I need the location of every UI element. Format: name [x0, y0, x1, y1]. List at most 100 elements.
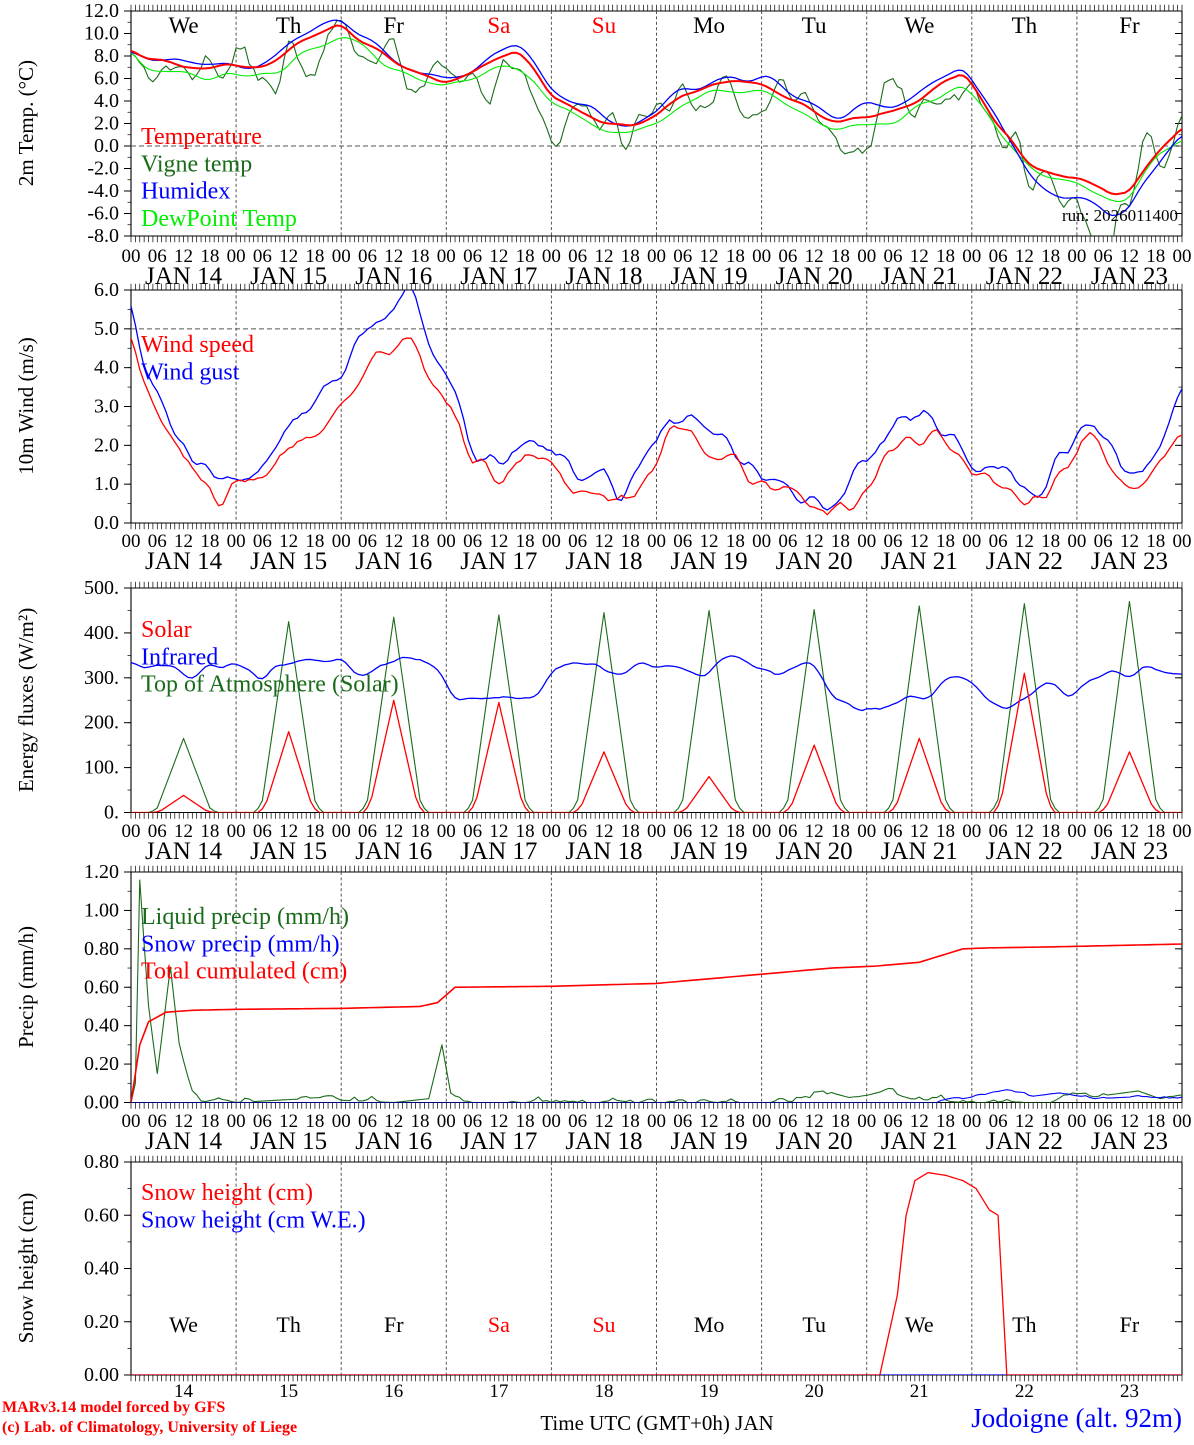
svg-text:JAN 20: JAN 20: [776, 1128, 853, 1155]
svg-text:00: 00: [1173, 1111, 1192, 1132]
svg-text:Snow height (cm W.E.): Snow height (cm W.E.): [141, 1207, 366, 1233]
svg-text:00: 00: [752, 1111, 771, 1132]
svg-text:0.40: 0.40: [84, 1015, 119, 1037]
svg-text:1.0: 1.0: [94, 473, 119, 495]
svg-text:22: 22: [1015, 1381, 1034, 1402]
svg-text:JAN 20: JAN 20: [776, 548, 853, 575]
svg-text:1.20: 1.20: [84, 861, 119, 883]
svg-text:-4.0: -4.0: [87, 180, 119, 202]
svg-text:00: 00: [1067, 246, 1086, 267]
svg-text:4.0: 4.0: [94, 90, 119, 112]
svg-text:8.0: 8.0: [94, 45, 119, 67]
svg-text:00: 00: [542, 531, 561, 552]
svg-text:1.00: 1.00: [84, 899, 119, 921]
svg-text:JAN 16: JAN 16: [355, 263, 432, 290]
svg-text:Sa: Sa: [488, 1312, 510, 1337]
svg-text:JAN 16: JAN 16: [355, 1128, 432, 1155]
svg-text:15: 15: [279, 1381, 298, 1402]
svg-text:Jodoigne (alt. 92m): Jodoigne (alt. 92m): [971, 1403, 1182, 1433]
svg-text:12.0: 12.0: [84, 0, 119, 22]
svg-text:00: 00: [332, 246, 351, 267]
svg-text:JAN 23: JAN 23: [1091, 838, 1168, 865]
svg-text:5.0: 5.0: [94, 318, 119, 340]
svg-text:JAN 21: JAN 21: [881, 838, 958, 865]
svg-text:JAN 14: JAN 14: [145, 548, 223, 575]
svg-text:21: 21: [910, 1381, 929, 1402]
svg-text:0.60: 0.60: [84, 976, 119, 998]
svg-text:00: 00: [752, 531, 771, 552]
svg-text:20: 20: [805, 1381, 824, 1402]
svg-text:10.0: 10.0: [84, 23, 119, 45]
svg-text:00: 00: [962, 821, 981, 842]
svg-text:We: We: [905, 1312, 934, 1337]
svg-text:00: 00: [1173, 531, 1192, 552]
svg-text:3.0: 3.0: [94, 396, 119, 418]
svg-text:Th: Th: [276, 13, 302, 38]
svg-text:JAN 23: JAN 23: [1091, 263, 1168, 290]
svg-text:Fr: Fr: [384, 1312, 404, 1337]
svg-text:00: 00: [647, 1111, 666, 1132]
svg-text:00: 00: [227, 246, 246, 267]
svg-text:JAN 15: JAN 15: [250, 548, 327, 575]
svg-text:We: We: [904, 13, 934, 38]
svg-text:JAN 18: JAN 18: [565, 1128, 642, 1155]
svg-text:00: 00: [437, 246, 456, 267]
svg-text:JAN 20: JAN 20: [776, 263, 853, 290]
svg-text:Liquid precip (mm/h): Liquid precip (mm/h): [141, 904, 349, 930]
svg-text:JAN 15: JAN 15: [250, 1128, 327, 1155]
svg-text:00: 00: [542, 1111, 561, 1132]
svg-text:00: 00: [752, 821, 771, 842]
svg-text:00: 00: [962, 246, 981, 267]
svg-text:0.20: 0.20: [84, 1053, 119, 1075]
svg-text:00: 00: [647, 246, 666, 267]
svg-text:JAN 23: JAN 23: [1091, 548, 1168, 575]
svg-text:0.00: 0.00: [84, 1364, 119, 1386]
svg-text:00: 00: [227, 821, 246, 842]
svg-text:00: 00: [437, 1111, 456, 1132]
svg-text:DewPoint Temp: DewPoint Temp: [141, 206, 297, 232]
svg-text:Top of Atmosphere (Solar): Top of Atmosphere (Solar): [141, 672, 399, 698]
svg-text:JAN 18: JAN 18: [565, 263, 642, 290]
svg-text:0.60: 0.60: [84, 1204, 119, 1226]
svg-text:-2.0: -2.0: [87, 158, 119, 180]
svg-text:00: 00: [542, 246, 561, 267]
svg-text:JAN 22: JAN 22: [986, 1128, 1063, 1155]
svg-text:JAN 23: JAN 23: [1091, 1128, 1168, 1155]
svg-text:Th: Th: [276, 1312, 300, 1337]
svg-text:00: 00: [962, 1111, 981, 1132]
svg-text:JAN 21: JAN 21: [881, 263, 958, 290]
svg-text:Snow height (cm): Snow height (cm): [141, 1180, 313, 1206]
svg-text:500.: 500.: [84, 577, 119, 599]
svg-text:00: 00: [227, 1111, 246, 1132]
svg-text:18: 18: [594, 1381, 613, 1402]
svg-text:JAN 21: JAN 21: [881, 548, 958, 575]
svg-text:100.: 100.: [84, 757, 119, 779]
svg-text:Humidex: Humidex: [141, 179, 230, 205]
svg-text:00: 00: [962, 531, 981, 552]
svg-text:-6.0: -6.0: [87, 203, 119, 225]
svg-text:Temperature: Temperature: [141, 124, 262, 150]
svg-text:4.0: 4.0: [94, 357, 119, 379]
svg-text:Fr: Fr: [1120, 1312, 1140, 1337]
svg-text:Fr: Fr: [1119, 13, 1140, 38]
svg-text:10m Wind (m/s): 10m Wind (m/s): [14, 337, 38, 475]
svg-text:00: 00: [1173, 246, 1192, 267]
svg-text:JAN 15: JAN 15: [250, 838, 327, 865]
svg-text:00: 00: [332, 531, 351, 552]
svg-text:JAN 19: JAN 19: [671, 548, 748, 575]
svg-text:Infrared: Infrared: [141, 644, 218, 670]
svg-text:JAN 17: JAN 17: [460, 1128, 537, 1155]
svg-text:Su: Su: [592, 13, 617, 38]
svg-text:0.0: 0.0: [94, 512, 119, 534]
svg-text:We: We: [169, 1312, 198, 1337]
svg-text:0.40: 0.40: [84, 1258, 119, 1280]
svg-text:00: 00: [857, 531, 876, 552]
svg-text:Mo: Mo: [694, 1312, 725, 1337]
svg-text:-8.0: -8.0: [87, 225, 119, 247]
svg-text:16: 16: [384, 1381, 403, 1402]
svg-text:Sa: Sa: [487, 13, 510, 38]
svg-text:400.: 400.: [84, 622, 119, 644]
svg-text:200.: 200.: [84, 712, 119, 734]
svg-text:Tu: Tu: [802, 13, 827, 38]
svg-text:0.: 0.: [104, 802, 119, 824]
